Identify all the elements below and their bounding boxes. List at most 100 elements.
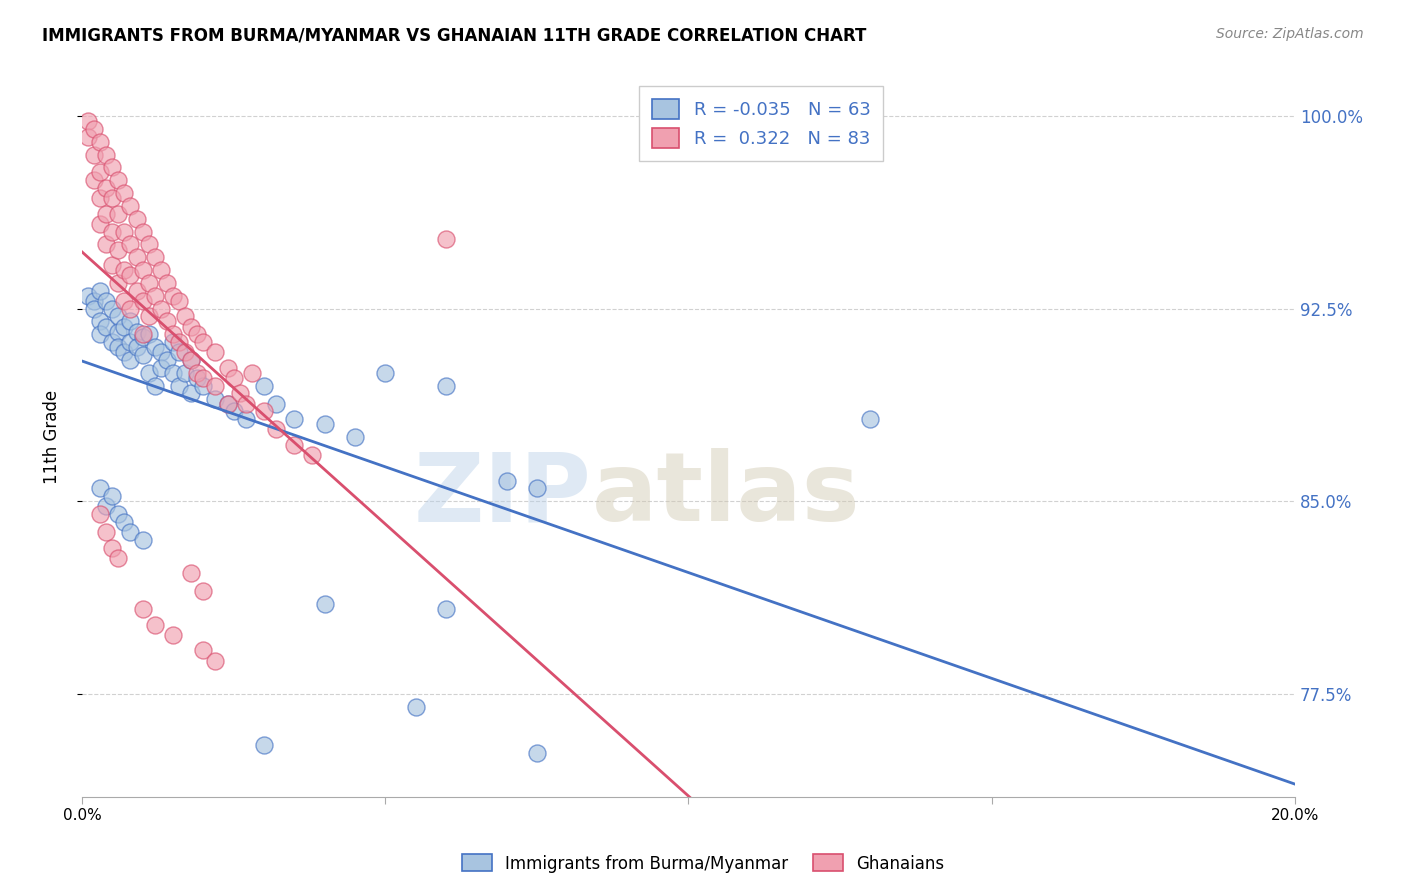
Point (96, 525, 118, 540)
Point (101, 258, 124, 272)
Text: IMMIGRANTS FROM BURMA/MYANMAR VS GHANAIAN 11TH GRADE CORRELATION CHART: IMMIGRANTS FROM BURMA/MYANMAR VS GHANAIA… (42, 27, 866, 45)
Point (131, 293, 153, 308)
Point (228, 386, 250, 401)
Point (217, 397, 239, 411)
Point (131, 330, 153, 344)
Point (174, 345, 197, 359)
Point (156, 314, 179, 328)
Point (314, 597, 336, 611)
Point (96, 237, 118, 252)
Point (193, 584, 215, 599)
Point (112, 225, 135, 239)
Point (107, 310, 129, 324)
Point (193, 371, 215, 385)
Point (174, 366, 197, 380)
Point (149, 263, 172, 277)
Point (180, 319, 202, 334)
Text: ZIP: ZIP (413, 448, 592, 541)
Point (143, 617, 166, 632)
Point (143, 250, 166, 264)
Point (83, 301, 105, 316)
Point (120, 334, 142, 349)
Point (107, 325, 129, 339)
Point (120, 199, 142, 213)
Point (264, 422, 287, 436)
Point (83, 293, 105, 308)
Point (138, 327, 160, 342)
Point (138, 310, 160, 324)
Point (217, 397, 239, 411)
Point (131, 327, 153, 342)
Point (112, 319, 135, 334)
Point (83, 173, 105, 187)
Point (120, 268, 142, 283)
Point (107, 173, 129, 187)
Point (138, 237, 160, 252)
Point (96, 206, 118, 220)
Point (526, 482, 548, 496)
Point (204, 392, 226, 406)
Point (222, 371, 245, 385)
Point (434, 602, 457, 616)
Point (526, 746, 548, 760)
Point (107, 276, 129, 290)
Point (107, 340, 129, 354)
Point (193, 378, 215, 392)
Point (343, 430, 366, 444)
Point (131, 533, 153, 547)
Point (138, 276, 160, 290)
Point (167, 345, 190, 359)
Point (301, 448, 323, 462)
Point (125, 250, 148, 264)
Point (314, 417, 336, 432)
Point (96, 319, 118, 334)
Point (131, 263, 153, 277)
Point (283, 412, 305, 426)
Point (162, 628, 184, 642)
Point (143, 289, 166, 303)
Point (77, 114, 100, 128)
Point (101, 161, 124, 175)
Point (186, 327, 208, 342)
Point (374, 366, 396, 380)
Point (264, 397, 287, 411)
Point (112, 515, 135, 529)
Point (112, 263, 135, 277)
Point (89, 284, 111, 298)
Point (156, 353, 179, 368)
Point (120, 314, 142, 328)
Point (89, 314, 111, 328)
Point (101, 225, 124, 239)
Point (162, 334, 184, 349)
Point (217, 360, 239, 375)
Point (143, 378, 166, 392)
Point (180, 353, 202, 368)
Point (83, 147, 105, 161)
Point (162, 289, 184, 303)
Point (180, 386, 202, 401)
Legend: R = -0.035   N = 63, R =  0.322   N = 83: R = -0.035 N = 63, R = 0.322 N = 83 (640, 87, 883, 161)
Point (112, 345, 135, 359)
Point (167, 334, 190, 349)
Point (107, 243, 129, 257)
Point (167, 293, 190, 308)
Point (107, 206, 129, 220)
Point (253, 739, 276, 753)
Point (89, 217, 111, 231)
Point (89, 327, 111, 342)
Point (235, 412, 257, 426)
Point (204, 378, 226, 392)
Point (83, 121, 105, 136)
Text: atlas: atlas (592, 448, 860, 541)
Point (89, 482, 111, 496)
Point (120, 237, 142, 252)
Point (149, 345, 172, 359)
Point (434, 378, 457, 392)
Point (101, 191, 124, 205)
Y-axis label: 11th Grade: 11th Grade (44, 390, 60, 484)
Point (77, 289, 100, 303)
Point (107, 550, 129, 565)
Point (96, 500, 118, 514)
Point (125, 340, 148, 354)
Point (204, 345, 226, 359)
